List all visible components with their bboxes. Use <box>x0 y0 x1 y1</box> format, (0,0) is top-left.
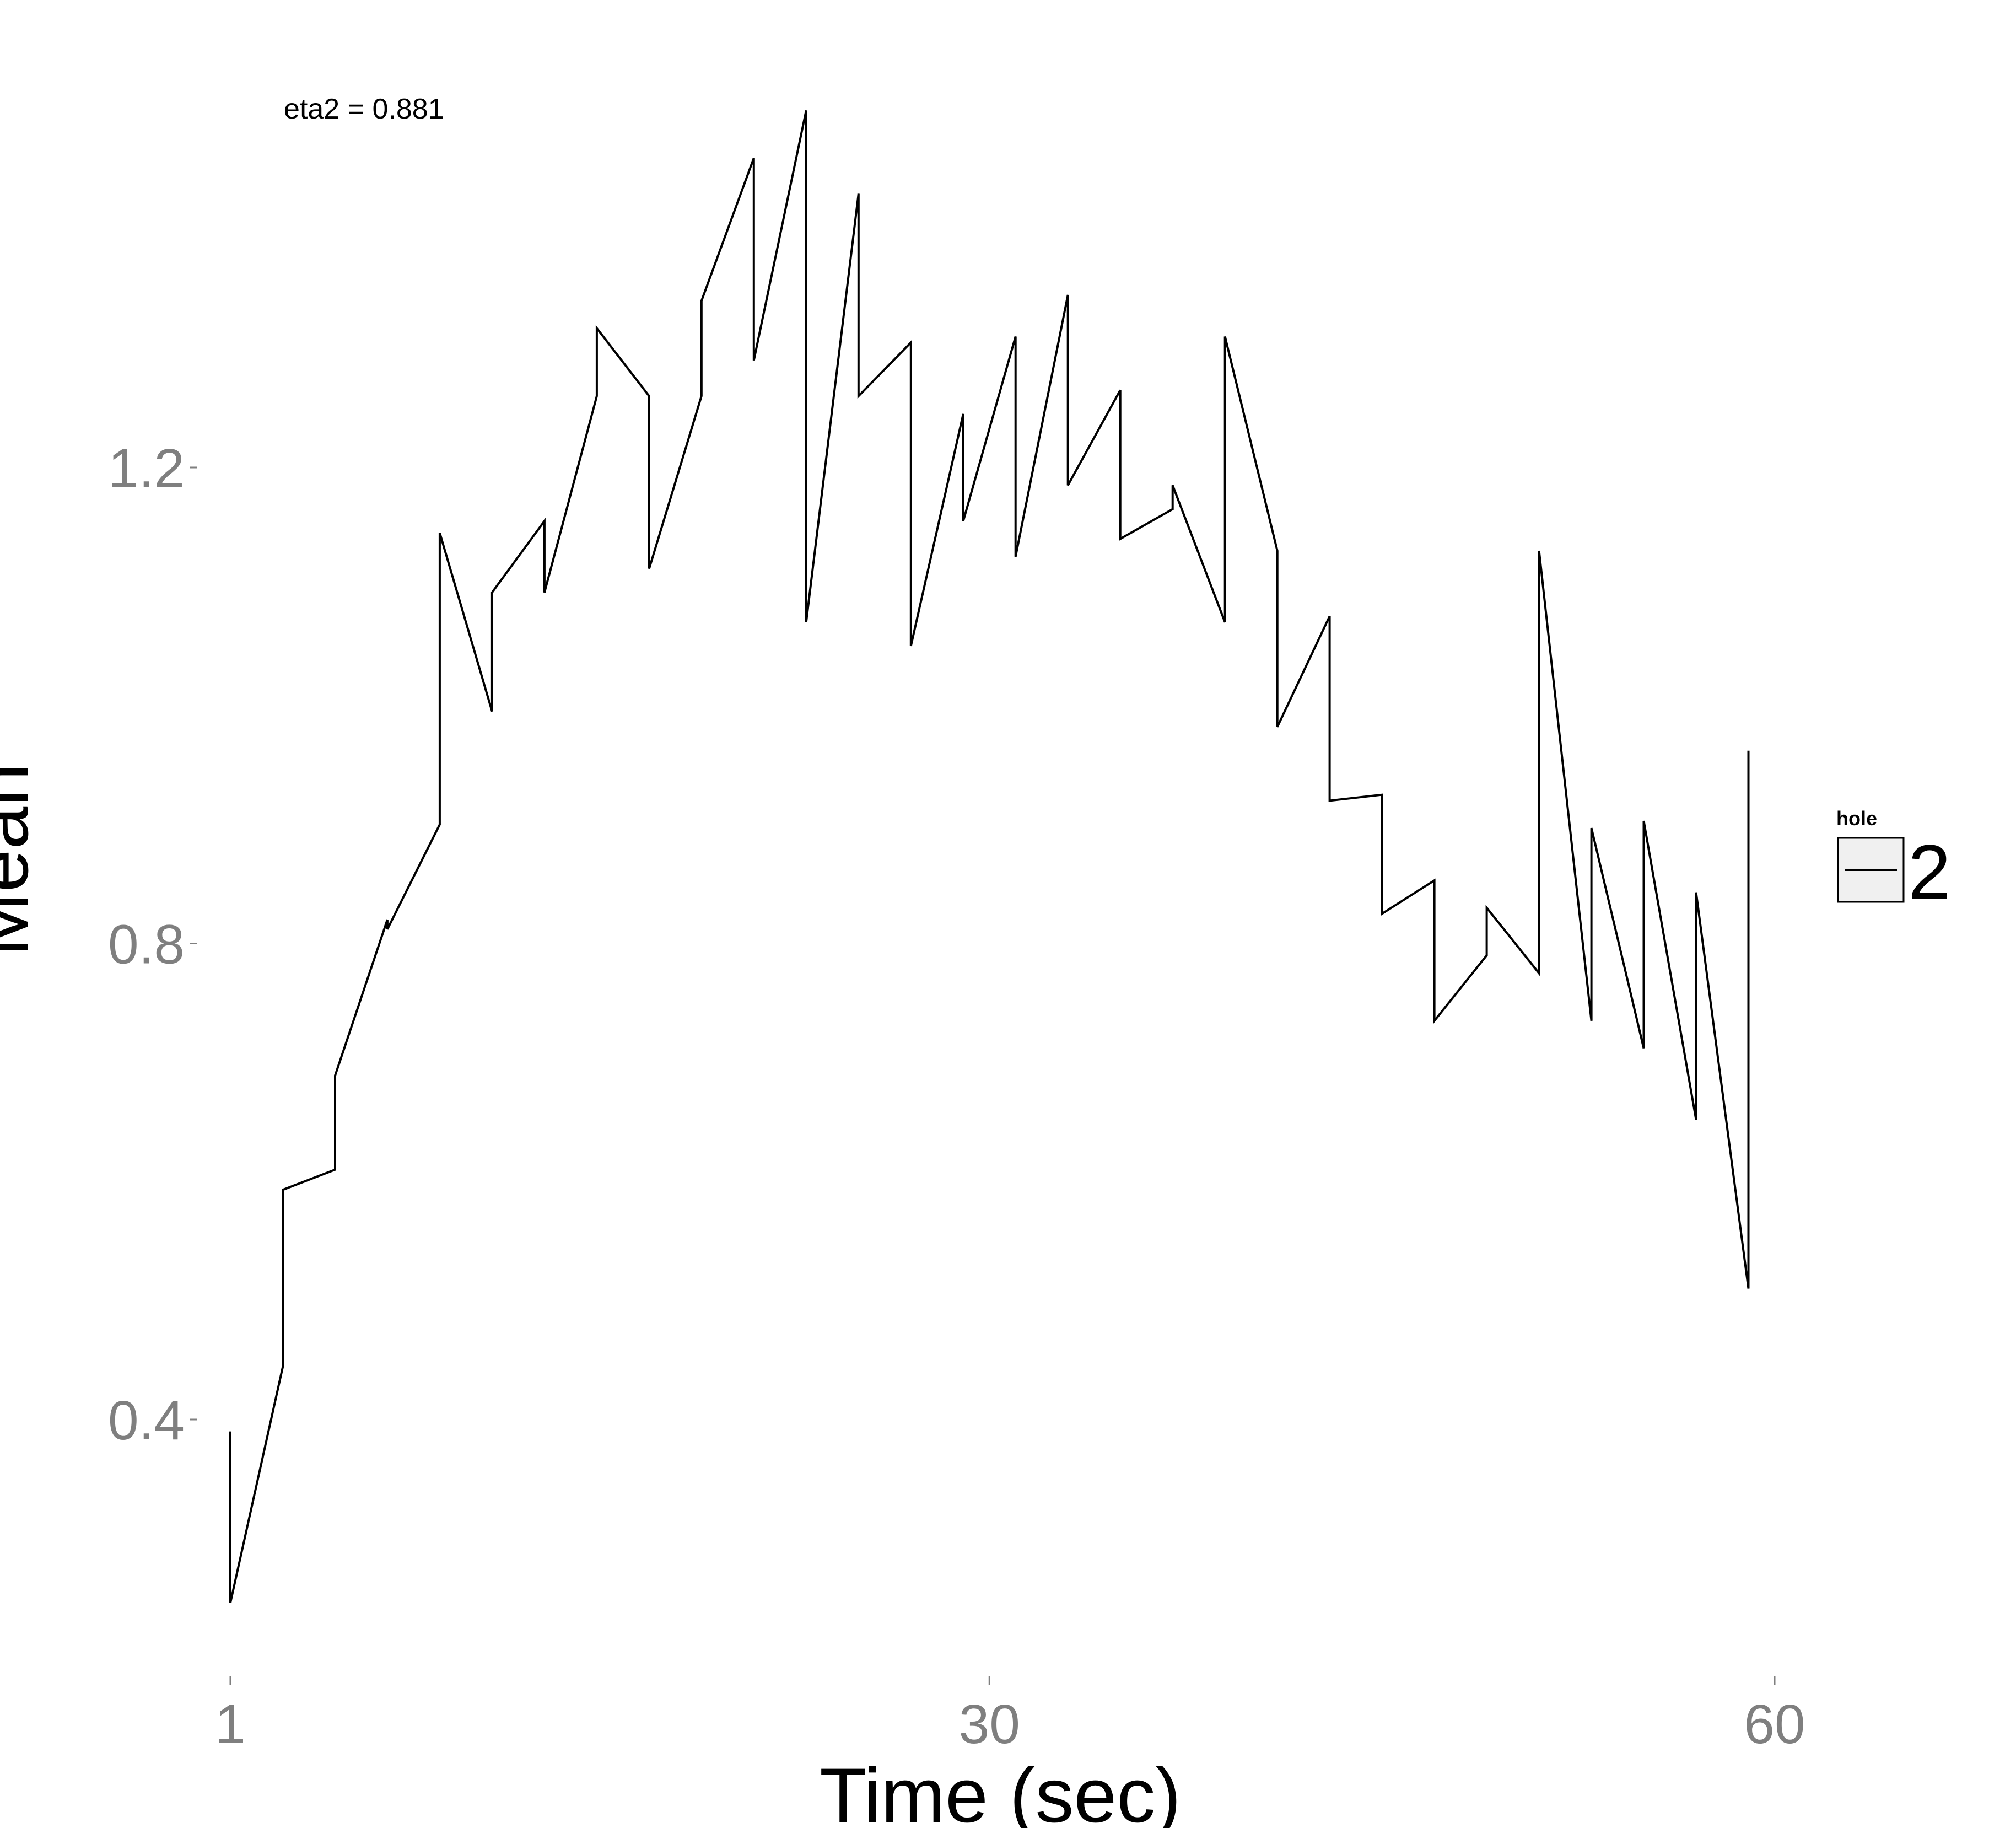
y-tick-label: 1.2 <box>108 438 185 499</box>
x-axis: 1 30 60 <box>215 1676 1805 1755</box>
x-tick-label: 30 <box>959 1693 1020 1755</box>
legend-label: 2 <box>1908 829 1951 915</box>
legend: hole 2 <box>1836 807 1951 915</box>
y-tick-label: 0.4 <box>108 1390 185 1451</box>
legend-title: hole <box>1836 807 1877 830</box>
x-tick-label: 60 <box>1744 1693 1805 1755</box>
series-line-hole-2 <box>229 110 1750 1603</box>
y-axis: 0.4 0.8 1.2 <box>108 438 197 1451</box>
series-layer <box>229 110 1750 1603</box>
y-tick-label: 0.8 <box>108 914 185 976</box>
y-axis-title: Mean <box>0 764 44 956</box>
eta2-annotation: eta2 = 0.881 <box>284 93 444 125</box>
x-axis-title: Time (sec) <box>820 1752 1181 1828</box>
x-tick-label: 1 <box>215 1693 246 1755</box>
